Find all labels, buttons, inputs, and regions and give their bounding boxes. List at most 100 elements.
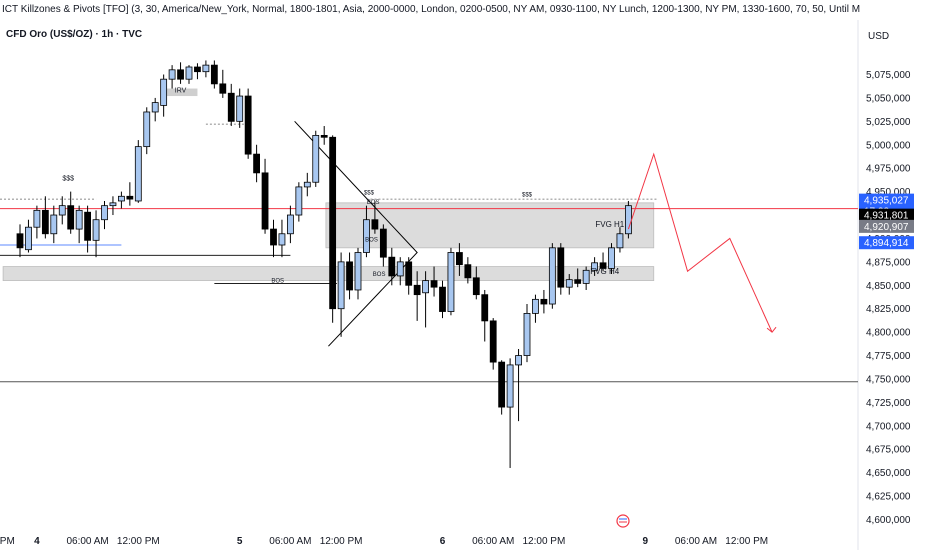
fvg-zone[interactable]	[2, 266, 655, 282]
bull-candle[interactable]	[109, 202, 117, 207]
bull-candle[interactable]	[118, 195, 125, 202]
bull-candle[interactable]	[143, 111, 151, 148]
price-axis-label[interactable]	[859, 236, 914, 250]
bear-candle[interactable]	[574, 279, 582, 284]
price-axis-label-text: 4,920,907	[864, 222, 909, 233]
bull-candle[interactable]	[616, 233, 624, 249]
x-tick-label: 12:00 PM	[522, 536, 565, 547]
x-tick-label: 12:00 PM	[320, 536, 363, 547]
bull-candle[interactable]	[591, 262, 598, 271]
bear-candle[interactable]	[244, 95, 252, 155]
bear-candle[interactable]	[67, 205, 75, 230]
bull-candle[interactable]	[286, 214, 294, 235]
bull-candle[interactable]	[625, 205, 632, 235]
y-tick-label: 5,050,000	[866, 93, 911, 104]
bull-candle[interactable]	[168, 69, 176, 80]
projection-path[interactable]	[627, 152, 773, 333]
bull-candle[interactable]	[548, 247, 556, 305]
bull-candle[interactable]	[608, 247, 615, 269]
bear-candle[interactable]	[16, 233, 24, 249]
bull-candle[interactable]	[532, 298, 539, 314]
bear-candle[interactable]	[405, 261, 413, 286]
bull-candle[interactable]	[25, 226, 32, 251]
y-tick-label: 4,600,000	[866, 515, 911, 526]
bear-candle[interactable]	[371, 219, 379, 230]
bull-candle[interactable]	[134, 146, 142, 202]
currency-label[interactable]: USD	[868, 31, 890, 42]
bear-candle[interactable]	[194, 66, 201, 73]
bear-candle[interactable]	[472, 277, 480, 296]
bull-candle[interactable]	[312, 134, 320, 183]
bull-candle[interactable]	[363, 219, 370, 253]
bull-candle[interactable]	[447, 252, 455, 312]
bear-candle[interactable]	[464, 264, 472, 279]
bear-candle[interactable]	[388, 256, 396, 277]
bull-candle[interactable]	[523, 312, 531, 356]
bear-candle[interactable]	[270, 228, 277, 246]
bear-candle[interactable]	[599, 262, 607, 269]
bull-candle[interactable]	[236, 95, 244, 122]
bull-candle[interactable]	[151, 102, 159, 113]
bull-candle[interactable]	[50, 214, 58, 235]
chart-annotation: $$$	[364, 190, 375, 196]
bear-candle[interactable]	[84, 211, 91, 241]
bear-candle[interactable]	[430, 280, 438, 288]
x-tick-label: 06:00 AM	[675, 536, 717, 547]
y-tick-label: 5,025,000	[866, 117, 911, 128]
bear-candle[interactable]	[489, 320, 497, 363]
bear-candle[interactable]	[481, 294, 489, 322]
x-tick-label: 9	[643, 536, 649, 547]
bull-candle[interactable]	[396, 261, 404, 277]
price-axis-label[interactable]	[859, 208, 914, 222]
bear-candle[interactable]	[346, 261, 353, 291]
bull-candle[interactable]	[185, 66, 193, 80]
tradingview-flag-icon[interactable]	[616, 514, 630, 528]
bull-candle[interactable]	[75, 209, 83, 230]
bear-candle[interactable]	[379, 228, 387, 258]
bull-candle[interactable]	[354, 252, 362, 291]
bull-candle[interactable]	[295, 186, 303, 216]
bull-candle[interactable]	[101, 205, 108, 221]
bear-candle[interactable]	[210, 64, 218, 85]
bear-candle[interactable]	[41, 209, 49, 235]
x-tick-label: 0 PM	[0, 536, 15, 547]
bear-candle[interactable]	[177, 69, 184, 80]
bull-candle[interactable]	[565, 279, 573, 288]
y-tick-label: 4,675,000	[866, 445, 911, 456]
y-tick-label: 4,950,000	[866, 187, 911, 198]
bull-candle[interactable]	[92, 219, 100, 241]
bear-candle[interactable]	[126, 195, 134, 200]
bear-candle[interactable]	[261, 172, 269, 230]
bull-candle[interactable]	[202, 64, 210, 73]
bear-candle[interactable]	[253, 153, 261, 174]
y-tick-label: 4,825,000	[866, 304, 911, 315]
price-axis-label[interactable]	[859, 219, 914, 233]
bull-candle[interactable]	[582, 269, 590, 284]
bull-candle[interactable]	[33, 209, 41, 228]
bull-candle[interactable]	[160, 78, 168, 106]
bear-candle[interactable]	[540, 298, 548, 305]
bull-candle[interactable]	[58, 205, 66, 216]
bull-candle[interactable]	[303, 181, 311, 188]
y-tick-label: 5,075,000	[866, 70, 911, 81]
bear-candle[interactable]	[227, 92, 235, 122]
bull-candle[interactable]	[337, 261, 345, 310]
bull-candle[interactable]	[515, 355, 522, 366]
bull-candle[interactable]	[422, 280, 430, 294]
bear-candle[interactable]	[498, 361, 506, 408]
bear-candle[interactable]	[455, 252, 463, 266]
bear-candle[interactable]	[320, 134, 328, 138]
bear-candle[interactable]	[329, 136, 337, 310]
bull-candle[interactable]	[506, 364, 514, 408]
chart-annotation: FVG H1	[595, 220, 624, 229]
bear-candle[interactable]	[219, 83, 227, 94]
bear-candle[interactable]	[439, 286, 446, 312]
bear-candle[interactable]	[413, 284, 421, 296]
chart-annotation: BOS	[373, 272, 386, 278]
y-tick-label: 5,000,000	[866, 140, 911, 151]
bull-candle[interactable]	[278, 233, 286, 246]
bear-candle[interactable]	[557, 247, 565, 288]
y-tick-label: 4,775,000	[866, 351, 911, 362]
symbol-label[interactable]: CFD Oro (US$/OZ) · 1h · TVC	[6, 29, 143, 40]
